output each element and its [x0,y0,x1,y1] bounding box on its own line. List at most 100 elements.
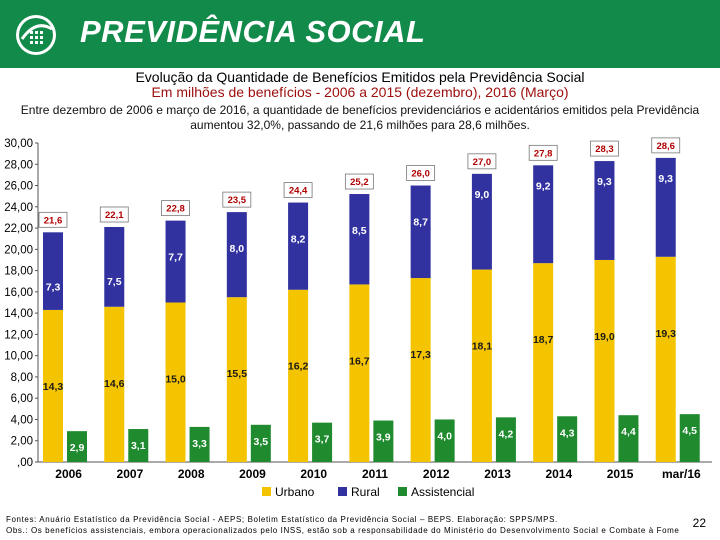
x-tick-label: 2014 [545,467,572,481]
y-tick-label: ,00 [17,457,33,469]
bar-assistencial [495,417,516,462]
urbano-value-label: 16,7 [349,355,370,367]
bar-urbano [349,284,370,462]
total-value-label: 24,4 [289,186,308,197]
total-label-box [467,153,497,170]
bar-urbano [533,263,554,462]
assistencial-value-label: 3,9 [376,432,391,444]
total-value-label: 27,8 [534,148,553,159]
total-label-box [161,200,190,217]
assistencial-value-label: 4,3 [560,427,575,439]
total-value-label: 26,0 [411,169,430,180]
total-value-label: 27,0 [473,157,492,168]
bar-rural [410,185,431,279]
page-number: 22 [692,516,706,530]
legend-swatch [398,487,407,496]
y-tick-label: 10,00 [4,351,33,363]
bar-urbano [410,278,431,462]
x-tick-label: 2006 [55,467,82,481]
bar-rural [533,165,554,264]
y-tick-label: 12,00 [4,329,33,341]
bar-urbano [165,302,186,462]
y-tick-label: 2,00 [11,436,33,448]
y-tick-label: 6,00 [11,393,33,405]
bar-rural [43,232,63,310]
total-label-box [651,137,681,154]
x-tick-label: mar/16 [662,467,701,481]
header-banner: PREVIDÊNCIA SOCIAL [0,0,720,68]
bar-assistencial [67,431,87,462]
bar-urbano [288,289,309,462]
x-tick-label: 2010 [300,467,327,481]
bar-urbano [226,297,247,462]
legend-swatch [262,487,271,496]
bar-assistencial [189,426,210,462]
assistencial-value-label: 4,4 [621,426,636,438]
bar-rural [165,220,186,303]
bar-assistencial [618,415,639,462]
footer-source: Fontes: Anuário Estatístico da Previdênc… [6,515,558,524]
x-tick-label: 2011 [362,467,388,481]
urbano-value-label: 18,7 [533,334,554,346]
total-label-box [406,165,436,181]
x-tick-label: 2015 [607,467,634,481]
assistencial-value-label: 3,3 [192,438,207,450]
y-tick-label: 8,00 [11,372,33,384]
bar-rural [655,157,676,257]
assistencial-value-label: 4,5 [682,425,697,437]
bar-assistencial [557,416,578,462]
bar-assistencial [434,419,455,462]
rural-value-label: 9,3 [658,173,673,185]
urbano-value-label: 15,5 [227,368,248,380]
y-tick-label: 24,00 [4,202,33,214]
total-label-box [283,182,313,198]
y-tick-label: 28,00 [4,159,33,171]
urbano-value-label: 14,6 [104,378,125,390]
bar-assistencial [312,422,333,462]
y-tick-label: 30,00 [4,138,33,150]
rural-value-label: 8,0 [230,243,245,255]
chart-description: Entre dezembro de 2006 e março de 2016, … [20,103,700,132]
footer-notes: Fontes: Anuário Estatístico da Previdênc… [6,514,679,536]
rural-value-label: 9,2 [536,180,551,192]
x-tick-label: 2012 [423,467,450,481]
urbano-value-label: 15,0 [165,374,186,386]
x-tick-label: 2013 [484,467,511,481]
total-value-label: 23,5 [228,195,247,206]
assistencial-value-label: 3,5 [254,436,269,448]
rural-value-label: 7,3 [46,281,61,293]
total-label-box [99,206,129,223]
bar-urbano [104,306,125,462]
bar-assistencial [250,424,271,462]
total-label-box [528,144,558,161]
total-label-box [590,140,619,157]
y-tick-label: 4,00 [11,414,33,426]
bar-urbano [655,256,676,462]
assistencial-value-label: 2,9 [70,442,85,454]
chart-subtitle: Em milhões de benefícios - 2006 a 2015 (… [151,84,569,100]
rural-value-label: 8,2 [291,234,306,246]
brand-title: PREVIDÊNCIA SOCIAL [80,14,426,49]
chart-title: Evolução da Quantidade de Benefícios Emi… [135,69,585,85]
urbano-value-label: 19,3 [656,328,677,340]
total-value-label: 22,8 [166,204,185,215]
rural-value-label: 8,7 [413,217,428,229]
stacked-bar-chart: 30,00 28,00 26,00 24,00 22,00 20,00 18,00 16,00… [4,137,712,499]
rural-value-label: 7,7 [168,252,183,264]
urbano-value-label: 14,3 [43,381,64,393]
legend-swatch [338,487,347,496]
legend-label: Rural [351,485,380,499]
x-tick-label: 2009 [239,467,266,481]
rural-value-label: 9,0 [475,189,490,201]
urbano-value-label: 16,2 [288,361,309,373]
total-value-label: 22,1 [105,210,124,221]
bar-urbano [471,269,492,462]
footer-observation: Obs.: Os benefícios assistenciais, embor… [6,526,680,535]
bar-urbano [594,259,615,462]
x-tick-label: 2007 [117,467,144,481]
bar-assistencial [373,420,394,462]
bar-rural [288,202,309,290]
x-tick-label: 2008 [178,467,205,481]
urbano-value-label: 17,3 [410,349,431,361]
bar-rural [471,173,492,270]
